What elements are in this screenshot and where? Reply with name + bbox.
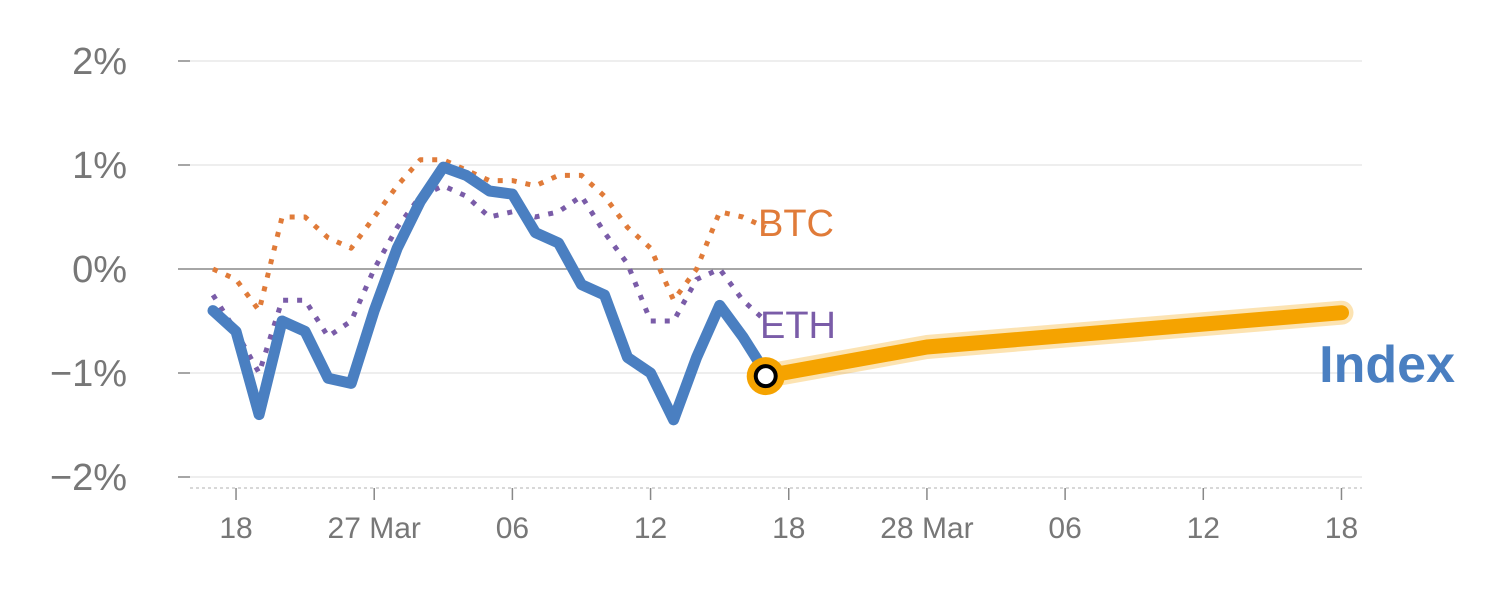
y-tick-label: 0%: [72, 249, 127, 291]
x-tick-label: 28 Mar: [880, 512, 973, 545]
axis-layer: 2% 1% 0% −1% −2% 18 27 Mar 06 12 18 28 Mar 06 12 18: [50, 41, 1362, 545]
series-layer: [207, 157, 1354, 426]
junction-marker-inner: [753, 364, 778, 389]
x-tick-label: 18: [219, 512, 252, 545]
eth-series-line: [210, 183, 768, 376]
y-tick-label: 2%: [72, 41, 127, 83]
index-series-line: [207, 161, 772, 426]
x-tick-label: 06: [496, 512, 529, 545]
y-tick-label: 1%: [72, 145, 127, 187]
label-layer: BTC ETH Index: [758, 203, 1455, 394]
x-tick-label: 18: [772, 512, 805, 545]
grid-layer: [190, 60, 1362, 478]
btc-series-line: [211, 157, 767, 314]
x-tick-label: 18: [1325, 512, 1358, 545]
x-tick-label: 12: [634, 512, 667, 545]
x-tick-label: 12: [1187, 512, 1220, 545]
eth-series-label: ETH: [760, 305, 836, 347]
index-series-label: Index: [1319, 336, 1455, 394]
y-tick-label: −2%: [50, 457, 127, 499]
x-tick-label: 06: [1048, 512, 1081, 545]
x-tick-label: 27 Mar: [328, 512, 421, 545]
btc-series-label: BTC: [758, 203, 834, 245]
forecast-line: [758, 305, 1349, 384]
y-tick-label: −1%: [50, 353, 127, 395]
